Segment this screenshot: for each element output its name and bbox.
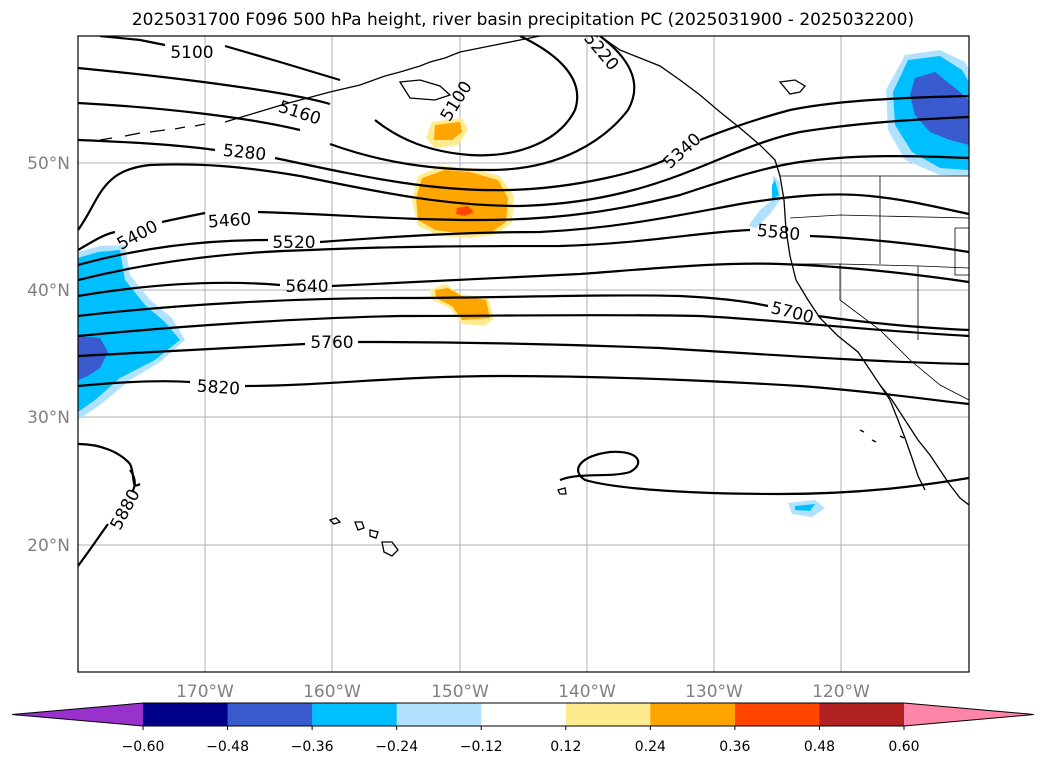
precip-positive-central [412,166,514,238]
precip-negative-patch-coast [748,175,780,228]
colorbar-segment [143,703,229,726]
precip-negative-patch-coast-core [772,180,779,200]
contour-label-5280: 5280 [222,141,267,165]
colorbar-segment [734,703,820,726]
lon-label-160w: 160°W [303,682,361,702]
precip-negative-northeast [886,50,969,176]
lat-label-40n: 40°N [27,281,70,301]
colorbar-tick-label: 0.24 [635,739,666,755]
contour-label-5640: 5640 [285,277,328,297]
lon-label-120w: 120°W [812,682,870,702]
contour-label-5580: 5580 [756,221,801,245]
colorbar-extend-low [12,703,143,726]
contour-label-5820: 5820 [196,377,241,400]
colorbar-tick-label: 0.60 [888,739,919,755]
colorbar-segment [650,703,736,726]
contour-label-5520: 5520 [272,233,315,253]
contour-label-5100-a: 5100 [170,43,213,63]
height-contours [78,36,969,567]
precip-negative-patch-south-core [795,504,815,511]
map-title: 2025031700 F096 500 hPa height, river ba… [132,10,914,30]
colorbar [11,702,1035,727]
political-borders [780,175,969,401]
lon-label-170w: 170°W [176,682,234,702]
longitude-labels: 170°W 160°W 150°W 140°W 130°W 120°W [176,682,870,702]
colorbar-ticks: −0.60 −0.48 −0.36 −0.24 −0.12 0.12 0.24 0.36 0.4… [122,726,920,755]
colorbar-tick-label: −0.36 [291,739,334,755]
colorbar-segment [481,703,567,726]
lon-label-140w: 140°W [558,682,616,702]
contour-label-5460: 5460 [207,210,252,233]
colorbar-tick-label: −0.12 [460,739,503,755]
lat-label-20n: 20°N [27,536,70,556]
colorbar-tick-label: 0.12 [550,739,581,755]
colorbar-segment [227,703,313,726]
colorbar-tick-label: −0.48 [206,739,249,755]
lon-label-130w: 130°W [685,682,743,702]
colorbar-tick-label: −0.24 [375,739,418,755]
colorbar-segment [819,703,905,726]
colorbar-segment [565,703,651,726]
colorbar-tick-label: 0.48 [804,739,835,755]
map-frame [77,35,970,673]
lat-label-30n: 30°N [27,408,70,428]
colorbar-extend-high [904,703,1034,726]
colorbar-segment [396,703,482,726]
colorbar-segment [312,703,398,726]
lon-label-150w: 150°W [431,682,489,702]
latitude-labels: 50°N 40°N 30°N 20°N [27,154,70,556]
lat-label-50n: 50°N [27,154,70,174]
colorbar-tick-label: 0.36 [719,739,750,755]
colorbar-tick-label: −0.60 [122,739,165,755]
map-background [78,36,969,672]
precip-positive-north [426,118,468,148]
contour-label-5760: 5760 [310,333,353,353]
